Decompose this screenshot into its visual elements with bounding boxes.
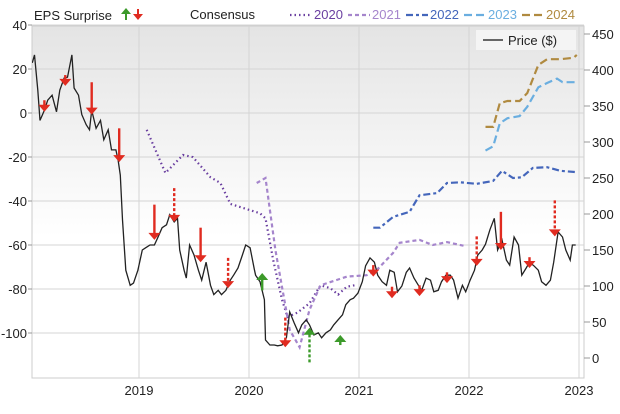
eps-miss-arrow (279, 317, 292, 348)
legend-label-2021: 2021 (372, 7, 401, 22)
eps-beat-arrow (334, 334, 347, 346)
consensus-line-2021 (256, 176, 464, 351)
eps-miss-arrow (59, 75, 72, 86)
x-tick-label: 2022 (455, 383, 484, 398)
arrow-head (548, 229, 561, 237)
arrow-head (494, 243, 507, 250)
y-right-tick-label: 100 (592, 279, 614, 294)
y-left-tick-label: 20 (13, 62, 27, 77)
eps-miss-arrow (523, 257, 536, 268)
arrow-head (523, 261, 536, 268)
arrow-head (148, 232, 161, 240)
legend-price: Price ($) (508, 33, 557, 48)
legend-label-2024: 2024 (546, 7, 575, 22)
y-right-tick-label: 350 (592, 99, 614, 114)
consensus-line-2020 (145, 129, 355, 319)
y-left-tick-label: 0 (20, 106, 27, 121)
arrow-head (256, 273, 269, 281)
y-left-tick-label: -20 (8, 150, 27, 165)
arrow-head (367, 269, 380, 277)
arrow-head (194, 255, 207, 263)
eps-miss-arrow (168, 188, 181, 222)
consensus-line-2022 (373, 166, 577, 229)
legend: EPS Surprise Consensus 2020 2021 2022 2023 2… (34, 7, 576, 50)
eps-miss-arrow (194, 227, 207, 263)
arrow-head (85, 107, 98, 115)
y-right-tick-label: 450 (592, 27, 614, 42)
arrow-head (413, 289, 426, 297)
eps-miss-arrow (113, 128, 126, 163)
x-tick-label: 2021 (345, 383, 374, 398)
x-tick-label: 2019 (125, 383, 154, 398)
eps-miss-arrow (386, 286, 398, 299)
y-right-tick-label: 250 (592, 171, 614, 186)
beat-arrow-icon (121, 8, 131, 20)
y-right-tick-label: 50 (592, 315, 606, 330)
y-left-tick-label: 40 (13, 18, 27, 33)
y-right-tick-label: 0 (592, 351, 599, 366)
arrow-head (334, 334, 347, 342)
y-right-tick-label: 400 (592, 63, 614, 78)
arrow-head (303, 327, 316, 335)
price-legend-box (476, 30, 576, 50)
eps-miss-arrow (222, 257, 235, 289)
eps-miss-arrow (413, 285, 426, 297)
eps-beat-arrow (256, 273, 269, 291)
y-right-tick-label: 150 (592, 243, 614, 258)
consensus-line-2023 (484, 77, 577, 152)
arrow-head (386, 291, 398, 299)
eps-miss-arrow (494, 211, 507, 250)
arrow-head (279, 340, 292, 348)
eps-miss-arrow (441, 272, 453, 284)
arrow-head (38, 104, 51, 112)
eps-miss-arrow (38, 100, 51, 112)
legend-label-2020: 2020 (314, 7, 343, 22)
consensus-line-2024 (485, 54, 578, 129)
plot-area (31, 25, 585, 379)
y-left-tick-label: -60 (8, 238, 27, 253)
legend-eps-surprise: EPS Surprise (34, 8, 112, 23)
arrow-head (113, 155, 126, 163)
eps-miss-arrow (470, 236, 483, 266)
eps-beat-arrow (303, 327, 316, 363)
arrow-head (222, 281, 235, 289)
arrow-head (168, 214, 181, 222)
eps-miss-arrow (548, 200, 561, 237)
y-right-tick-label: 200 (592, 207, 614, 222)
eps-miss-arrow (148, 204, 161, 240)
legend-label-2022: 2022 (430, 7, 459, 22)
legend-label-2023: 2023 (488, 7, 517, 22)
arrow-head (441, 276, 453, 284)
y-left-tick-label: -80 (8, 282, 27, 297)
eps-miss-arrow (367, 265, 380, 277)
arrow-head (470, 258, 483, 266)
arrow-head (59, 78, 72, 86)
legend-consensus: Consensus (190, 7, 256, 22)
eps-miss-arrow (85, 82, 98, 115)
x-tick-label: 2023 (565, 383, 594, 398)
y-left-tick-label: -100 (1, 326, 27, 341)
y-right-tick-label: 300 (592, 135, 614, 150)
miss-arrow-icon (133, 9, 143, 20)
y-left-tick-label: -40 (8, 194, 27, 209)
x-tick-label: 2020 (235, 383, 264, 398)
